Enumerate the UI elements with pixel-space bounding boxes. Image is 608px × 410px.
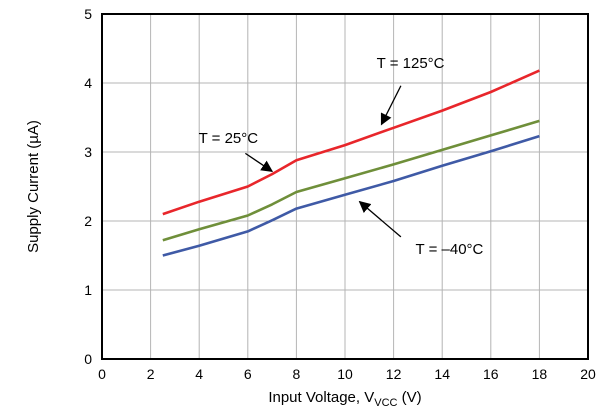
annotation-arrow-1 — [245, 152, 274, 172]
series-annotations: T = 125°C T = 25°C T = –40°C — [199, 55, 484, 258]
y-tick-label: 0 — [84, 351, 92, 367]
y-tick-label: 4 — [84, 75, 92, 91]
x-tick-label: 2 — [147, 366, 155, 382]
y-tick-label: 5 — [84, 6, 92, 22]
x-axis-label-main: Input Voltage, V — [268, 389, 374, 406]
y-axis-label: Supply Current (µA) — [25, 120, 42, 253]
y-tick-label: 3 — [84, 144, 92, 160]
plot-frame — [101, 13, 589, 360]
series-line-0 — [162, 69, 540, 216]
annotation-label-1: T = 25°C — [199, 130, 259, 147]
x-axis-label-unit: (V) — [397, 389, 421, 406]
x-tick-label: 20 — [580, 366, 596, 382]
x-tick-label: 18 — [532, 366, 548, 382]
x-tick-label: 8 — [293, 366, 301, 382]
y-axis-ticks: 0 1 2 3 4 5 — [84, 6, 92, 367]
x-tick-label: 6 — [244, 366, 252, 382]
annotation-label-0: T = 125°C — [377, 55, 445, 72]
x-axis-label: Input Voltage, VVCC (V) — [268, 389, 421, 409]
y-tick-label: 1 — [84, 282, 92, 298]
annotation-arrow-0 — [380, 85, 402, 126]
x-tick-label: 0 — [98, 366, 106, 382]
series-line-1 — [162, 119, 540, 242]
grid-lines — [102, 14, 588, 359]
series-line-2 — [162, 134, 540, 257]
y-tick-label: 2 — [84, 213, 92, 229]
annotation-arrow-2 — [358, 200, 402, 238]
annotation-label-2: T = –40°C — [416, 241, 484, 258]
x-tick-label: 10 — [337, 366, 353, 382]
x-axis-label-subscript: VCC — [374, 397, 397, 409]
x-axis-ticks: 0 2 4 6 8 10 12 14 16 18 20 — [98, 366, 596, 382]
data-series — [162, 69, 540, 257]
x-tick-label: 16 — [483, 366, 499, 382]
x-tick-label: 4 — [195, 366, 203, 382]
x-tick-label: 12 — [386, 366, 402, 382]
x-tick-label: 14 — [434, 366, 450, 382]
